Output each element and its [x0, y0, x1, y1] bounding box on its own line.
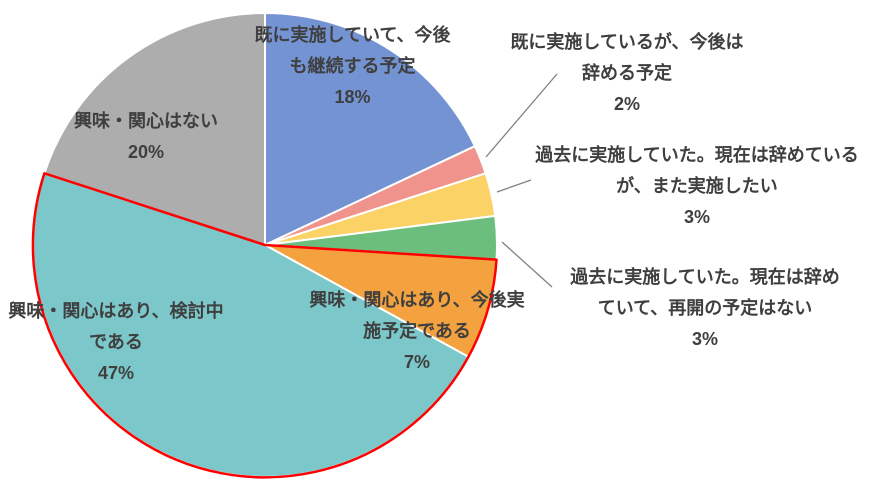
- leader-line-0: [485, 73, 558, 158]
- label-planned: 興味・関心はあり、今後実 施予定である 7%: [300, 285, 534, 378]
- leader-line-2: [501, 241, 553, 288]
- label-line: 興味・関心はない: [74, 111, 218, 131]
- label-line: である: [89, 332, 143, 352]
- label-line: 辞める予定: [582, 63, 672, 83]
- label-considering: 興味・関心はあり、検討中 である 47%: [0, 296, 232, 389]
- label-value: 3%: [683, 207, 710, 227]
- pie-slice-0: [264, 12, 476, 246]
- label-value: 47%: [97, 363, 135, 383]
- label-line: 既に実施しているが、今後は: [510, 32, 744, 52]
- highlight-outline: [31, 172, 498, 479]
- label-line: 興味・関心はあり、今後実: [309, 290, 525, 310]
- label-value: 18%: [334, 87, 371, 107]
- label-value: 3%: [691, 329, 718, 349]
- label-line: 過去に実施していた。現在は辞め: [570, 267, 840, 287]
- pie-slice-6: [43, 12, 266, 246]
- label-value: 7%: [403, 352, 430, 372]
- label-line: ていて、再開の予定はない: [597, 298, 813, 318]
- label-past-no-restart: 過去に実施していた。現在は辞め ていて、再開の予定はない 3%: [560, 262, 850, 355]
- label-value: 20%: [127, 142, 165, 162]
- label-line: 施予定である: [363, 321, 471, 341]
- label-line: 興味・関心はあり、検討中: [8, 301, 224, 321]
- label-past-restart: 過去に実施していた。現在は辞めている が、また実施したい 3%: [527, 140, 867, 233]
- label-line: 過去に実施していた。現在は辞めている: [535, 145, 859, 165]
- label-value: 2%: [613, 94, 640, 114]
- label-line: 既に実施していて、今後: [254, 25, 451, 45]
- leader-line-1: [496, 179, 532, 193]
- label-line: が、また実施したい: [616, 176, 778, 196]
- label-already-quit: 既に実施しているが、今後は 辞める予定 2%: [505, 27, 749, 120]
- label-already-continue: 既に実施していて、今後 も継続する予定 18%: [240, 20, 465, 113]
- label-line: も継続する予定: [289, 56, 416, 76]
- label-no-interest: 興味・関心はない 20%: [50, 106, 242, 168]
